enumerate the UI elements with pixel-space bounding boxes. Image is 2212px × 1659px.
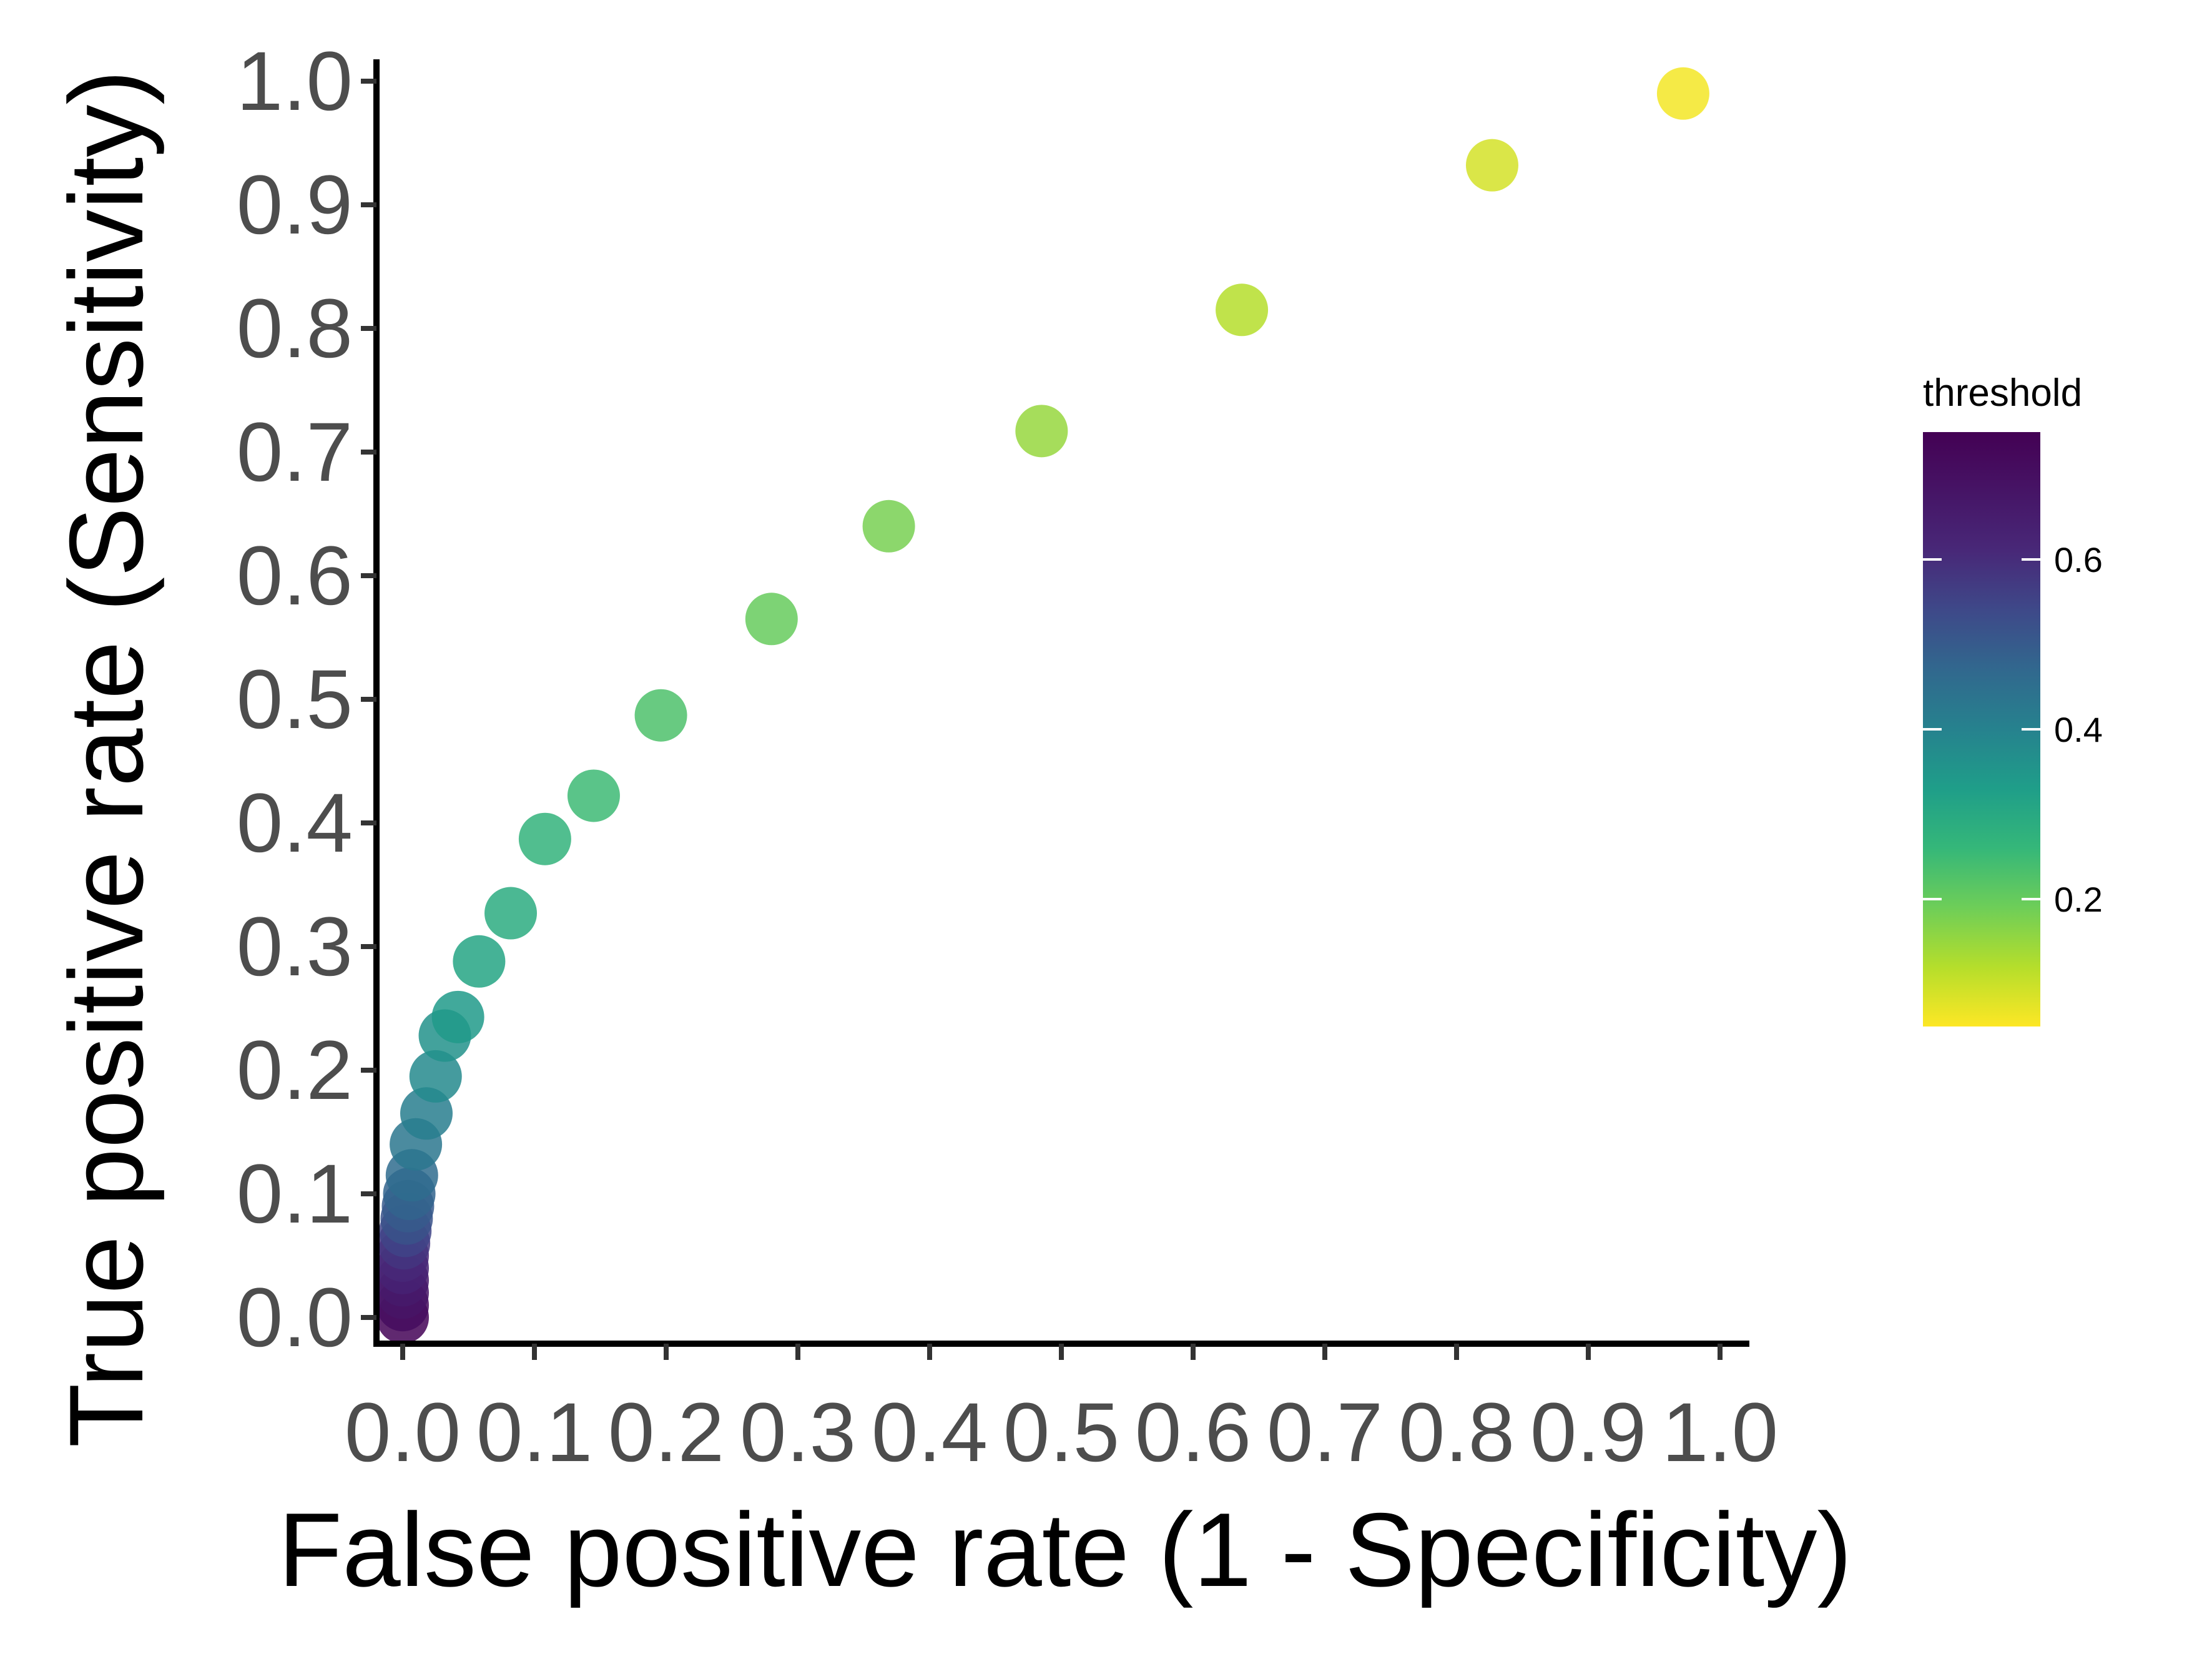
y-tick-label-0: 0.0 [237,1271,353,1364]
data-point-21 [634,689,687,742]
x-tick-label-10: 1.0 [1662,1386,1778,1479]
x-tick-label-3: 0.3 [740,1386,856,1479]
y-tick-label-9: 0.9 [237,159,353,252]
data-points [376,67,1709,1344]
legend-tick-label-0: 0.6 [2054,540,2103,579]
x-axis-ticks: 0.0 0.1 0.2 0.3 0.4 0.5 0.6 0.7 0.8 0.9 1.0 [345,1344,1778,1479]
y-tick-label-10: 1.0 [237,35,353,128]
y-tick-label-8: 0.8 [237,282,353,375]
y-tick-label-1: 0.1 [237,1148,353,1241]
threshold-legend: threshold 0.6 0.4 0.2 [1923,372,2103,1026]
data-point-16 [431,990,484,1043]
x-tick-label-4: 0.4 [872,1386,988,1479]
legend-tick-label-1: 0.4 [2054,710,2103,749]
data-point-17 [453,935,506,988]
data-point-25 [1216,283,1269,337]
data-point-18 [484,887,538,940]
data-point-23 [862,500,915,553]
data-point-27 [1656,67,1709,120]
axes [373,59,1749,1347]
data-point-22 [745,593,798,646]
data-point-20 [567,769,620,822]
y-axis-title: True positive rate (Sensitivity) [47,70,165,1447]
x-tick-label-5: 0.5 [1003,1386,1119,1479]
data-point-19 [518,812,571,865]
data-point-24 [1015,405,1068,458]
legend-tick-label-2: 0.2 [2054,880,2103,919]
x-tick-label-9: 0.9 [1530,1386,1646,1479]
y-tick-label-4: 0.4 [237,777,353,870]
y-tick-label-7: 0.7 [237,406,353,499]
y-tick-label-5: 0.5 [237,653,353,746]
x-axis-title: False positive rate (1 - Specificity) [278,1491,1852,1608]
x-tick-label-8: 0.8 [1398,1386,1515,1479]
x-tick-label-7: 0.7 [1267,1386,1383,1479]
legend-colorbar [1923,432,2040,1026]
x-tick-label-1: 0.1 [476,1386,592,1479]
legend-title: threshold [1923,372,2082,415]
data-point-26 [1465,139,1518,192]
y-tick-label-6: 0.6 [237,529,353,623]
x-tick-label-0: 0.0 [345,1386,461,1479]
x-tick-label-2: 0.2 [608,1386,724,1479]
x-tick-label-6: 0.6 [1135,1386,1251,1479]
data-point-14 [409,1050,462,1103]
y-tick-label-3: 0.3 [237,900,353,993]
y-axis-ticks: 0.0 0.1 0.2 0.3 0.4 0.5 0.6 0.7 0.8 0.9 1.0 [237,35,376,1364]
y-tick-label-2: 0.2 [237,1024,353,1117]
legend-ticks: 0.6 0.4 0.2 [1923,540,2103,919]
